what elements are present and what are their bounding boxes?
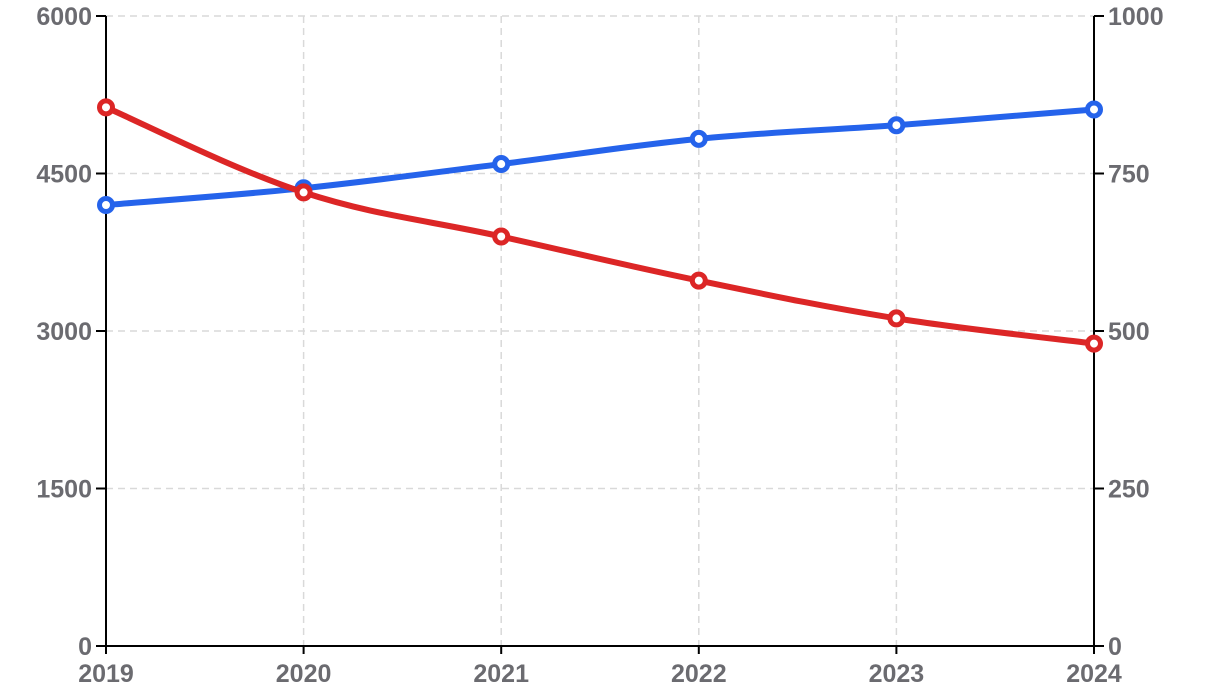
x-tick-label: 2024 (1066, 660, 1122, 688)
x-tick-label: 2022 (671, 660, 727, 688)
series-left-line (103, 106, 1097, 208)
x-tick-label: 2021 (473, 660, 529, 688)
x-tick-label: 2019 (78, 660, 134, 688)
series-right-axis (97, 98, 1103, 353)
series-right-line (103, 104, 1097, 347)
right-y-tick-label: 0 (1108, 633, 1122, 661)
series-left-point (1085, 100, 1103, 119)
series-right-point (689, 271, 708, 290)
right-y-tick-label: 750 (1108, 161, 1150, 189)
grid (106, 15, 1094, 646)
series-left-point (97, 196, 115, 214)
tick-marks (96, 15, 1104, 654)
series-left-point (887, 116, 906, 135)
series-right-point (294, 183, 313, 202)
right-y-tick-label: 500 (1108, 318, 1150, 346)
left-y-tick-label: 0 (78, 633, 92, 661)
series-right-point (887, 309, 906, 328)
series-lines (97, 98, 1103, 353)
x-tick-label: 2020 (276, 660, 332, 688)
series-left-point (689, 129, 708, 148)
right-y-tick-label: 1000 (1108, 3, 1164, 31)
right-y-tick-label: 250 (1108, 476, 1150, 504)
left-y-tick-label: 4500 (36, 161, 92, 189)
series-right-point (97, 98, 115, 117)
left-y-tick-label: 6000 (36, 3, 92, 31)
series-right-point (1085, 334, 1103, 353)
left-y-tick-label: 1500 (36, 476, 92, 504)
left-y-tick-label: 3000 (36, 318, 92, 346)
x-tick-label: 2023 (869, 660, 925, 688)
series-left-axis (97, 100, 1103, 214)
series-left-point (492, 155, 511, 174)
tick-labels: 0 0 1500 250 3000 500 4500 750 6000 1000 2019 2020 2… (36, 3, 1163, 688)
series-right-point (492, 227, 511, 246)
